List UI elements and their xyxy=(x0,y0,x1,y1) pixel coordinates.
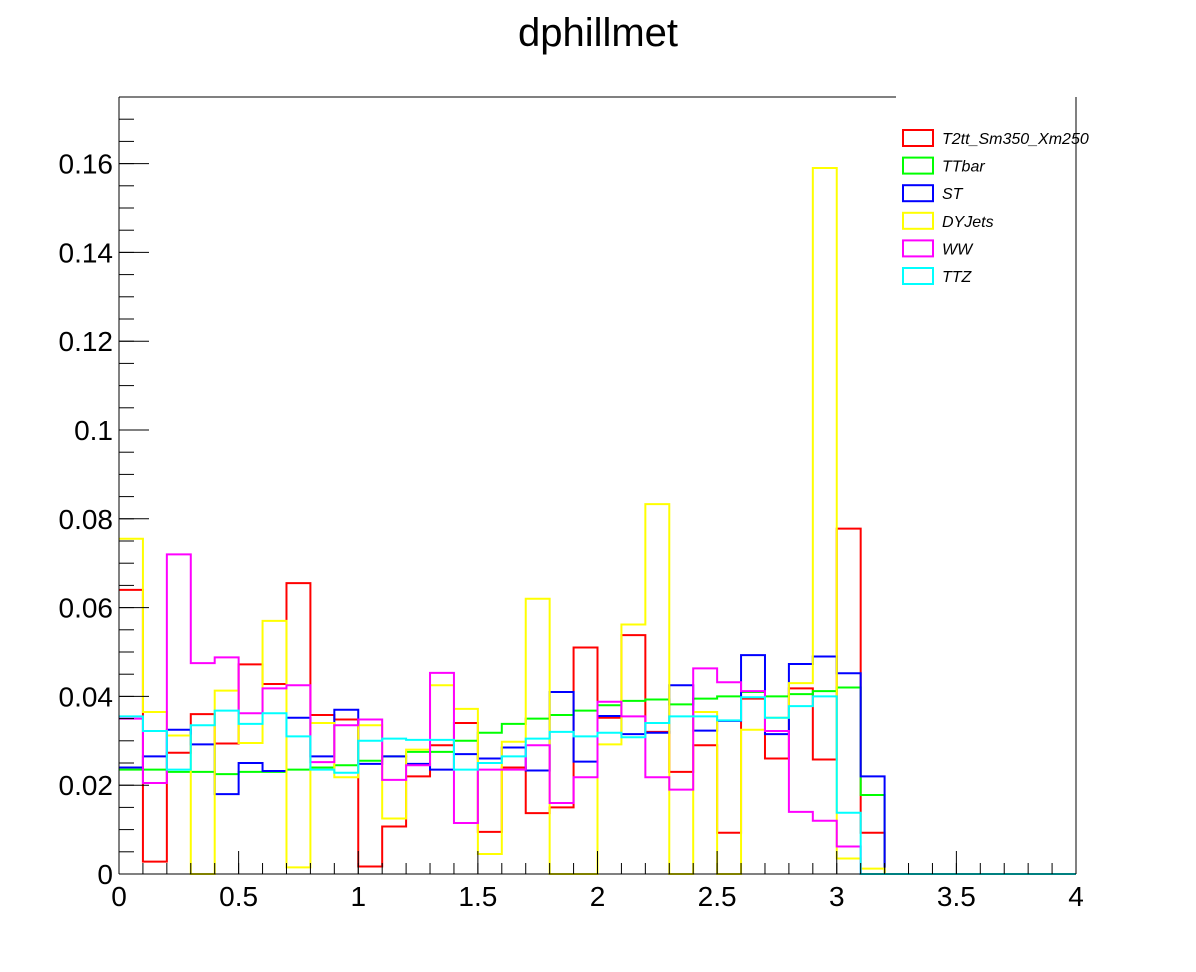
y-tick-label: 0.02 xyxy=(59,770,114,801)
x-tick-label: 1.5 xyxy=(458,881,497,912)
legend-swatch xyxy=(902,184,934,203)
chart-title: dphillmet xyxy=(518,11,678,55)
legend-item: TTZ xyxy=(902,267,973,286)
legend-item: TTbar xyxy=(902,156,985,176)
axes-layer: 0 0.02 0.04 0.06 0.08 0.1 0.12 0.14 0.16 0 0.5 1 1.5… xyxy=(59,96,1084,912)
y-tick-label: 0.14 xyxy=(59,237,114,268)
series-line-5 xyxy=(119,695,1076,875)
y-tick-label: 0.04 xyxy=(59,681,114,712)
legend-label: TTbar xyxy=(942,159,985,176)
y-tick-label: 0.06 xyxy=(59,593,114,624)
legend-swatch xyxy=(902,211,934,230)
x-tick-label: 3.5 xyxy=(937,881,976,912)
series-layer xyxy=(119,167,1076,875)
y-tick-label: 0 xyxy=(97,859,113,890)
x-tick-label: 4 xyxy=(1068,881,1084,912)
legend-item: DYJets xyxy=(902,211,994,231)
legend-label: TTZ xyxy=(942,269,973,286)
legend-label: ST xyxy=(942,186,964,203)
x-tick-label: 0.5 xyxy=(219,881,258,912)
y-tick-label: 0.16 xyxy=(59,149,114,180)
legend-label: T2tt_Sm350_Xm250 xyxy=(942,131,1089,148)
series-line-4 xyxy=(119,553,1076,875)
legend-label: DYJets xyxy=(942,214,994,231)
legend-swatch xyxy=(902,156,934,175)
legend: T2tt_Sm350_Xm250 TTbar ST DYJets WW TTZ xyxy=(902,129,1089,286)
legend-item: ST xyxy=(902,184,964,203)
legend-label: WW xyxy=(942,241,974,258)
legend-item: T2tt_Sm350_Xm250 xyxy=(902,129,1089,148)
x-tick-label: 2.5 xyxy=(698,881,737,912)
legend-swatch xyxy=(902,267,934,285)
legend-swatch xyxy=(902,239,934,258)
y-tick-label: 0.08 xyxy=(59,504,114,535)
legend-item: WW xyxy=(902,239,974,258)
plot-frame xyxy=(119,96,1077,874)
x-tick-label: 0 xyxy=(111,881,127,912)
x-tick-label: 3 xyxy=(829,881,845,912)
legend-swatch xyxy=(902,129,934,147)
y-tick-label: 0.1 xyxy=(74,415,113,446)
x-tick-label: 1 xyxy=(350,881,366,912)
x-tick-label: 2 xyxy=(590,881,606,912)
y-tick-label: 0.12 xyxy=(59,326,114,357)
